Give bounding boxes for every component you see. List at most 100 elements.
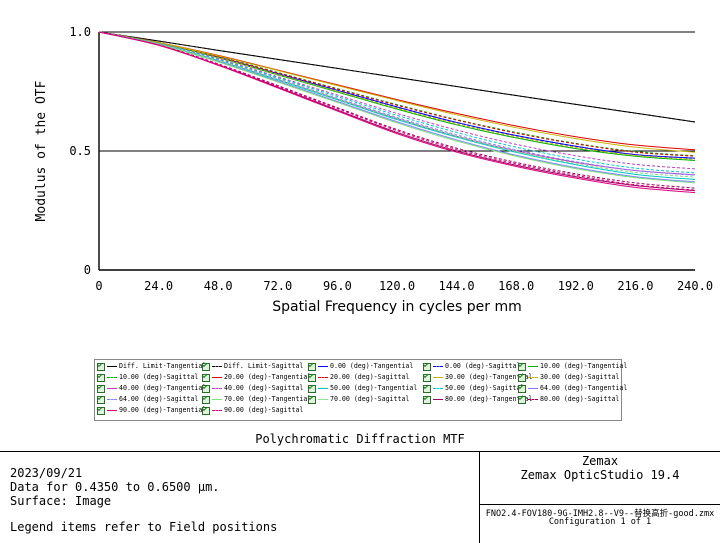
series-line (98, 31, 696, 153)
legend-item[interactable]: 64.00 (deg)-Sagittal (97, 394, 198, 405)
legend-label: 40.00 (deg)-Tangential (119, 384, 207, 392)
legend-item[interactable]: 40.00 (deg)-Sagittal (202, 383, 303, 394)
legend-item[interactable]: 0.00 (deg)-Sagittal (423, 361, 520, 372)
plot-grid (98, 31, 695, 271)
checkbox-icon[interactable] (518, 362, 526, 371)
legend-label: 10.00 (deg)-Tangential (540, 362, 628, 370)
legend-swatch (107, 388, 117, 389)
y-axis-label: Modulus of the OTF (34, 80, 49, 221)
checkbox-icon[interactable] (308, 395, 316, 404)
checkbox-icon[interactable] (97, 362, 105, 371)
x-tick-label: 216.0 (617, 279, 653, 293)
legend-item[interactable]: 10.00 (deg)-Sagittal (97, 372, 198, 383)
legend-item[interactable]: 90.00 (deg)-Tangential (97, 405, 206, 416)
checkbox-icon[interactable] (518, 395, 526, 404)
x-tick-label: 0 (95, 279, 102, 293)
legend-label: 20.00 (deg)-Tangential (224, 373, 312, 381)
legend-swatch (107, 366, 117, 367)
x-tick-label: 72.0 (263, 279, 292, 293)
legend-item[interactable]: 70.00 (deg)-Sagittal (308, 394, 409, 405)
x-axis-label: Spatial Frequency in cycles per mm (272, 299, 522, 315)
legend-label: Diff. Limit-Sagittal (224, 362, 304, 370)
checkbox-icon[interactable] (518, 384, 526, 393)
series-line (98, 31, 696, 191)
legend-item[interactable]: 80.00 (deg)-Sagittal (518, 394, 619, 405)
y-tick-label: 0 (84, 263, 91, 277)
x-tick-label: 48.0 (204, 279, 233, 293)
checkbox-icon[interactable] (202, 362, 210, 371)
checkbox-icon[interactable] (97, 395, 105, 404)
checkbox-icon[interactable] (97, 373, 105, 382)
legend-swatch (318, 366, 328, 367)
checkbox-icon[interactable] (423, 362, 431, 371)
legend-label: 50.00 (deg)-Sagittal (445, 384, 525, 392)
info-surface: Surface: Image (10, 494, 112, 508)
legend-item[interactable]: Diff. Limit-Tangential (97, 361, 206, 372)
legend-item[interactable]: 70.00 (deg)-Tangential (202, 394, 311, 405)
chart-title: Polychromatic Diffraction MTF (255, 432, 465, 446)
legend-label: 64.00 (deg)-Sagittal (119, 395, 199, 403)
legend-label: 90.00 (deg)-Sagittal (224, 406, 304, 414)
legend-item[interactable]: 30.00 (deg)-Sagittal (518, 372, 619, 383)
legend-label: 30.00 (deg)-Tangential (445, 373, 533, 381)
legend-swatch (318, 388, 328, 389)
legend-item[interactable]: 50.00 (deg)-Sagittal (423, 383, 524, 394)
legend-swatch (107, 377, 117, 378)
checkbox-icon[interactable] (518, 373, 526, 382)
legend: Diff. Limit-Tangential Diff. Limit-Sagitt… (94, 359, 627, 421)
legend-item[interactable]: 50.00 (deg)-Tangential (308, 383, 417, 394)
legend-item[interactable]: 10.00 (deg)-Tangential (518, 361, 627, 372)
info-company: Zemax (581, 454, 619, 468)
checkbox-icon[interactable] (423, 395, 431, 404)
legend-swatch (212, 399, 222, 400)
legend-swatch (433, 399, 443, 400)
legend-swatch (318, 377, 328, 378)
legend-swatch (433, 377, 443, 378)
legend-label: 30.00 (deg)-Sagittal (540, 373, 620, 381)
legend-item[interactable]: 80.00 (deg)-Tangential (423, 394, 532, 405)
legend-item[interactable]: Diff. Limit-Sagittal (202, 361, 303, 372)
series-line (98, 31, 696, 162)
legend-item[interactable]: 64.00 (deg)-Tangential (518, 383, 627, 394)
series-line (98, 31, 696, 123)
series-line (98, 31, 696, 160)
series-line (98, 31, 696, 178)
legend-label: Diff. Limit-Tangential (119, 362, 207, 370)
checkbox-icon[interactable] (202, 395, 210, 404)
legend-item[interactable]: 30.00 (deg)-Tangential (423, 372, 532, 383)
x-tick-label: 240.0 (677, 279, 713, 293)
legend-label: 20.00 (deg)-Sagittal (330, 373, 410, 381)
checkbox-icon[interactable] (97, 406, 105, 415)
info-divider-horizontal (479, 504, 720, 505)
legend-swatch (433, 388, 443, 389)
checkbox-icon[interactable] (202, 373, 210, 382)
checkbox-icon[interactable] (423, 384, 431, 393)
legend-label: 80.00 (deg)-Sagittal (540, 395, 620, 403)
legend-swatch (212, 388, 222, 389)
legend-swatch (212, 366, 222, 367)
legend-swatch (318, 399, 328, 400)
checkbox-icon[interactable] (97, 384, 105, 393)
legend-swatch (528, 399, 538, 400)
legend-item[interactable]: 40.00 (deg)-Tangential (97, 383, 206, 394)
checkbox-icon[interactable] (202, 406, 210, 415)
x-tick-label: 168.0 (498, 279, 534, 293)
legend-label: 10.00 (deg)-Sagittal (119, 373, 199, 381)
checkbox-icon[interactable] (308, 362, 316, 371)
legend-swatch (107, 410, 117, 411)
checkbox-icon[interactable] (202, 384, 210, 393)
legend-label: 90.00 (deg)-Tangential (119, 406, 207, 414)
checkbox-icon[interactable] (308, 373, 316, 382)
checkbox-icon[interactable] (308, 384, 316, 393)
legend-item[interactable]: 20.00 (deg)-Sagittal (308, 372, 409, 383)
legend-label: 70.00 (deg)-Sagittal (330, 395, 410, 403)
legend-item[interactable]: 90.00 (deg)-Sagittal (202, 405, 303, 416)
series-line (98, 31, 696, 159)
series-line (98, 31, 696, 184)
legend-item[interactable]: 0.00 (deg)-Tangential (308, 361, 413, 372)
legend-swatch (107, 399, 117, 400)
legend-item[interactable]: 20.00 (deg)-Tangential (202, 372, 311, 383)
info-panel: 2023/09/21 Data for 0.4350 to 0.6500 µm.… (0, 451, 720, 543)
checkbox-icon[interactable] (423, 373, 431, 382)
info-legend-note: Legend items refer to Field positions (10, 520, 278, 534)
